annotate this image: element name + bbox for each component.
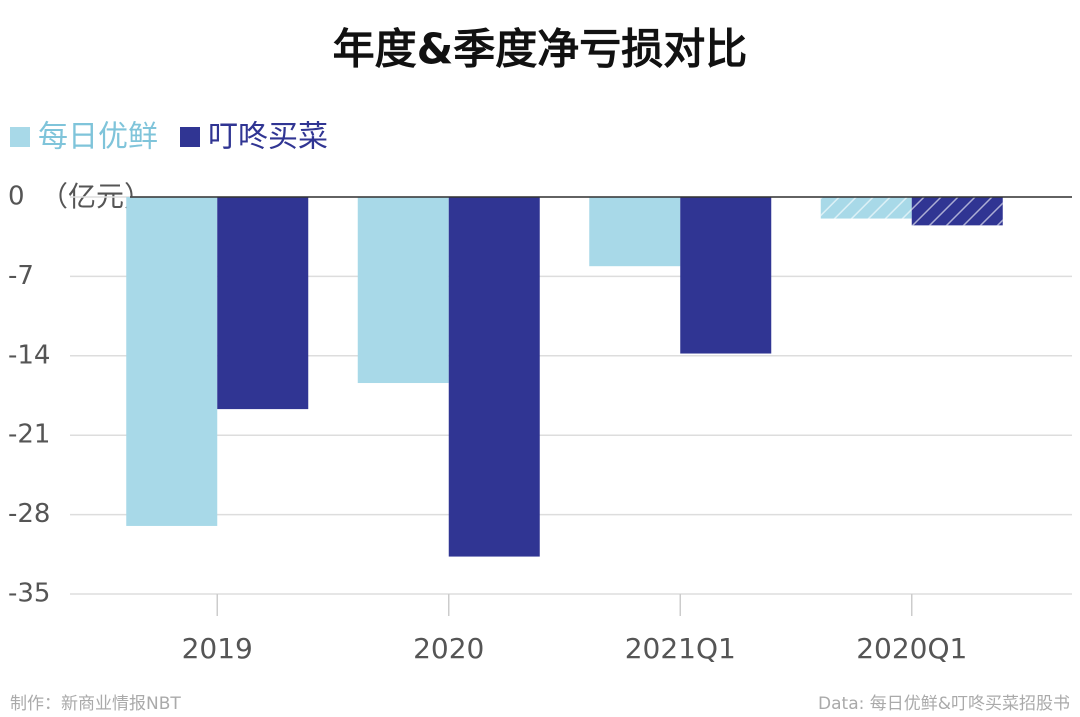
y-tick-label: -21 <box>8 420 50 450</box>
x-tick-label: 2020Q1 <box>856 632 967 665</box>
bar-hatch <box>820 197 912 219</box>
bar-hatch <box>911 197 1003 226</box>
y-tick-label: 0 <box>8 182 25 212</box>
bar <box>357 197 449 384</box>
bar <box>589 197 681 267</box>
source: Data: 每日优鲜&叮咚买菜招股书 <box>818 694 1070 714</box>
credit: 制作：新商业情报NBT <box>10 694 181 714</box>
legend-label: 叮咚买菜 <box>208 120 328 155</box>
y-tick-label: -14 <box>8 340 50 370</box>
bar <box>680 197 772 354</box>
x-tick-label: 2020 <box>413 632 484 665</box>
bar <box>217 197 309 410</box>
chart-title: 年度&季度净亏损对比 <box>333 25 748 74</box>
legend-swatch <box>180 127 200 147</box>
y-tick-label: -35 <box>8 579 50 609</box>
x-tick-label: 2021Q1 <box>625 632 736 665</box>
y-tick-label: -7 <box>8 261 34 291</box>
y-tick-label: -28 <box>8 499 50 529</box>
legend-label: 每日优鲜 <box>38 120 158 155</box>
bar <box>126 197 218 526</box>
legend-swatch <box>10 127 30 147</box>
bar <box>448 197 540 557</box>
x-tick-label: 2019 <box>182 632 253 665</box>
